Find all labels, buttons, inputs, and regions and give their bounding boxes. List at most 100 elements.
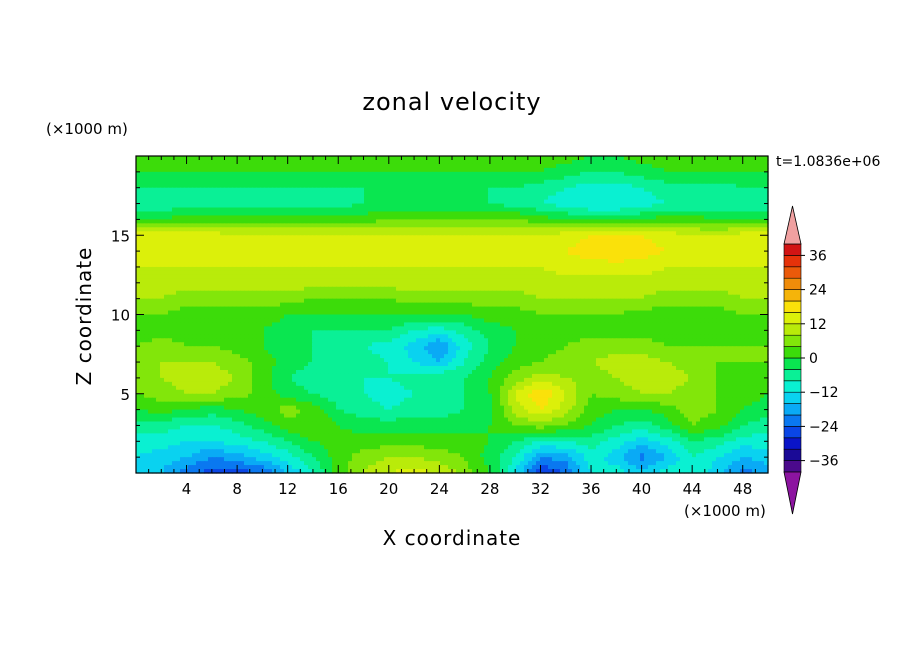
field-cell: [588, 176, 593, 181]
field-cell: [720, 275, 725, 280]
field-cell: [276, 164, 281, 169]
field-cell: [276, 192, 281, 197]
field-cell: [180, 279, 185, 284]
field-cell: [516, 196, 521, 201]
field-cell: [696, 231, 701, 236]
field-cell: [664, 219, 669, 224]
field-cell: [584, 263, 589, 268]
field-cell: [472, 231, 477, 236]
field-cell: [704, 275, 709, 280]
field-cell: [412, 223, 417, 228]
field-cell: [188, 235, 193, 240]
field-cell: [320, 275, 325, 280]
field-cell: [624, 243, 629, 248]
field-cell: [600, 192, 605, 197]
field-cell: [564, 168, 569, 173]
field-cell: [368, 251, 373, 256]
field-cell: [356, 156, 361, 161]
field-cell: [484, 208, 489, 213]
field-cell: [236, 271, 241, 276]
field-cell: [180, 263, 185, 268]
field-cell: [628, 223, 633, 228]
field-cell: [480, 200, 485, 205]
field-cell: [192, 259, 197, 264]
field-cell: [584, 192, 589, 197]
field-cell: [292, 184, 297, 189]
field-cell: [412, 192, 417, 197]
field-cell: [332, 279, 337, 284]
field-cell: [424, 239, 429, 244]
field-cell: [704, 255, 709, 260]
field-cell: [500, 263, 505, 268]
field-cell: [592, 192, 597, 197]
field-cell: [616, 192, 621, 197]
field-cell: [252, 215, 257, 220]
field-cell: [740, 208, 745, 213]
field-cell: [760, 208, 765, 213]
field-cell: [440, 160, 445, 165]
field-cell: [288, 275, 293, 280]
field-cell: [304, 259, 309, 264]
field-cell: [164, 204, 169, 209]
field-cell: [416, 231, 421, 236]
field-cell: [268, 223, 273, 228]
field-cell: [572, 247, 577, 252]
field-cell: [228, 275, 233, 280]
field-cell: [200, 279, 205, 284]
field-cell: [412, 188, 417, 193]
field-cell: [328, 168, 333, 173]
field-cell: [476, 188, 481, 193]
field-cell: [636, 219, 641, 224]
contour-field: [136, 156, 769, 474]
field-cell: [488, 180, 493, 185]
field-cell: [272, 196, 277, 201]
field-cell: [236, 231, 241, 236]
field-cell: [140, 184, 145, 189]
field-cell: [512, 204, 517, 209]
field-cell: [172, 215, 177, 220]
field-cell: [300, 215, 305, 220]
field-cell: [168, 204, 173, 209]
field-cell: [636, 271, 641, 276]
field-cell: [696, 275, 701, 280]
field-cell: [156, 275, 161, 280]
field-cell: [648, 208, 653, 213]
field-cell: [528, 247, 533, 252]
field-cell: [524, 235, 529, 240]
field-cell: [212, 247, 217, 252]
field-cell: [304, 160, 309, 165]
field-cell: [668, 211, 673, 216]
field-cell: [528, 176, 533, 181]
field-cell: [464, 243, 469, 248]
field-cell: [676, 259, 681, 264]
field-cell: [196, 251, 201, 256]
field-cell: [184, 271, 189, 276]
field-cell: [376, 243, 381, 248]
field-cell: [628, 231, 633, 236]
field-cell: [540, 168, 545, 173]
field-cell: [364, 215, 369, 220]
field-cell: [556, 267, 561, 272]
field-cell: [660, 263, 665, 268]
field-cell: [552, 176, 557, 181]
field-cell: [340, 271, 345, 276]
field-cell: [692, 208, 697, 213]
field-cell: [160, 168, 165, 173]
field-cell: [468, 255, 473, 260]
field-cell: [680, 160, 685, 165]
field-cell: [232, 180, 237, 185]
field-cell: [596, 180, 601, 185]
field-cell: [436, 275, 441, 280]
field-cell: [220, 271, 225, 276]
field-cell: [348, 247, 353, 252]
field-cell: [680, 271, 685, 276]
field-cell: [392, 243, 397, 248]
field-cell: [600, 227, 605, 232]
field-cell: [380, 235, 385, 240]
field-cell: [644, 192, 649, 197]
field-cell: [404, 247, 409, 252]
field-cell: [308, 223, 313, 228]
field-cell: [636, 231, 641, 236]
field-cell: [672, 247, 677, 252]
field-cell: [388, 176, 393, 181]
